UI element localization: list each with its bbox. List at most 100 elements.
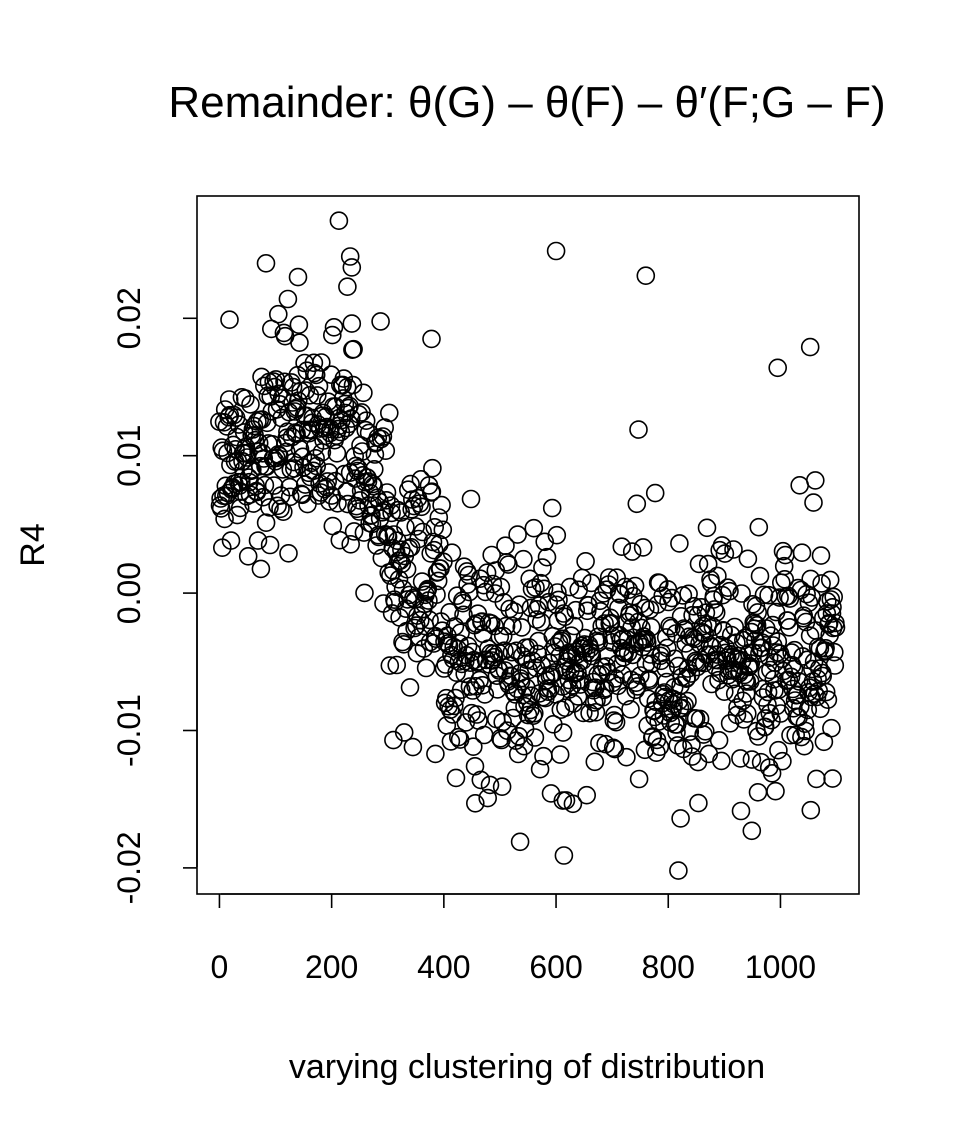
data-point bbox=[307, 386, 327, 405]
data-point bbox=[621, 670, 641, 690]
data-point bbox=[512, 618, 532, 637]
data-point bbox=[705, 600, 724, 619]
data-point bbox=[656, 628, 676, 647]
data-point bbox=[215, 509, 234, 529]
data-point bbox=[731, 801, 751, 821]
data-point bbox=[478, 788, 498, 808]
data-point bbox=[358, 472, 378, 491]
data-point bbox=[801, 800, 821, 820]
data-point bbox=[712, 751, 731, 771]
data-point bbox=[773, 541, 793, 561]
data-point bbox=[564, 616, 584, 636]
data-point bbox=[494, 592, 514, 612]
data-point bbox=[267, 448, 286, 468]
data-point bbox=[731, 749, 750, 768]
data-point bbox=[254, 376, 274, 396]
data-point bbox=[641, 617, 661, 637]
data-point bbox=[684, 596, 704, 616]
data-point bbox=[549, 590, 568, 610]
data-point bbox=[453, 593, 473, 613]
data-point bbox=[278, 422, 297, 442]
data-point bbox=[554, 846, 574, 865]
y-tick-label: 0.01 bbox=[111, 425, 147, 487]
data-point bbox=[284, 452, 304, 472]
y-tick-label: 0.00 bbox=[111, 562, 147, 624]
x-tick-label: 600 bbox=[529, 949, 582, 985]
data-point bbox=[279, 543, 298, 563]
data-point bbox=[309, 376, 329, 396]
data-point bbox=[712, 536, 732, 555]
data-point bbox=[563, 794, 583, 814]
data-point bbox=[609, 583, 629, 603]
data-point bbox=[724, 540, 743, 559]
data-point bbox=[766, 781, 785, 801]
data-point bbox=[377, 490, 396, 510]
data-point bbox=[480, 775, 500, 795]
data-point bbox=[728, 698, 747, 717]
data-point bbox=[822, 718, 841, 738]
data-point bbox=[460, 677, 480, 696]
data-point bbox=[454, 605, 473, 625]
data-point bbox=[387, 655, 407, 675]
data-point bbox=[290, 439, 310, 459]
data-point bbox=[529, 631, 548, 651]
data-point bbox=[661, 618, 681, 638]
data-point bbox=[790, 475, 810, 495]
data-point bbox=[257, 413, 277, 433]
data-point bbox=[599, 568, 619, 587]
data-point bbox=[406, 616, 426, 635]
data-point bbox=[473, 675, 492, 695]
data-point bbox=[681, 664, 701, 683]
data-point bbox=[524, 703, 544, 723]
data-point bbox=[553, 723, 573, 742]
data-point bbox=[354, 383, 373, 403]
data-point bbox=[626, 680, 646, 700]
data-point bbox=[690, 634, 709, 653]
data-point bbox=[535, 532, 555, 552]
data-point bbox=[304, 353, 324, 373]
data-point bbox=[271, 499, 290, 519]
data-point bbox=[465, 793, 485, 813]
data-point bbox=[595, 614, 614, 633]
data-point bbox=[432, 495, 451, 515]
data-point bbox=[433, 520, 453, 540]
data-point bbox=[280, 487, 300, 507]
data-point bbox=[525, 728, 545, 747]
data-point bbox=[601, 613, 621, 633]
data-point bbox=[816, 682, 836, 702]
data-point bbox=[432, 621, 452, 641]
data-point bbox=[749, 517, 769, 537]
data-point bbox=[568, 663, 587, 682]
data-point bbox=[739, 657, 758, 677]
data-point bbox=[342, 258, 362, 277]
data-point bbox=[804, 493, 823, 512]
data-point bbox=[528, 644, 548, 664]
data-point bbox=[397, 559, 417, 579]
data-point bbox=[224, 405, 244, 425]
data-point bbox=[799, 593, 819, 613]
data-point bbox=[484, 647, 504, 667]
data-point bbox=[410, 494, 430, 513]
data-point bbox=[220, 310, 239, 330]
data-point bbox=[440, 602, 460, 622]
data-point bbox=[328, 493, 347, 513]
data-point bbox=[446, 768, 466, 788]
data-point bbox=[392, 554, 412, 574]
data-point bbox=[491, 577, 511, 597]
data-point bbox=[493, 712, 513, 732]
data-point bbox=[769, 740, 788, 760]
x-tick-label: 0 bbox=[211, 949, 229, 985]
data-point bbox=[530, 759, 550, 779]
data-point bbox=[422, 329, 441, 349]
data-point bbox=[379, 403, 399, 423]
data-point bbox=[268, 304, 288, 324]
data-point bbox=[645, 483, 665, 503]
data-point bbox=[688, 752, 708, 772]
data-point bbox=[706, 603, 726, 622]
data-point bbox=[686, 709, 706, 728]
data-point bbox=[675, 696, 694, 715]
x-tick-label: 400 bbox=[417, 949, 470, 985]
data-point bbox=[797, 650, 817, 670]
data-point bbox=[393, 632, 412, 652]
data-point bbox=[471, 770, 491, 790]
